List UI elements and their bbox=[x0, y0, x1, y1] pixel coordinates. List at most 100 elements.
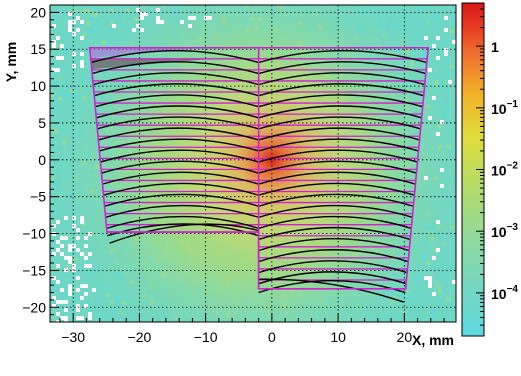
heatmap-bin bbox=[434, 13, 438, 17]
strip-curve bbox=[258, 182, 415, 196]
heatmap-bin bbox=[50, 17, 54, 21]
empty-bin bbox=[432, 256, 436, 260]
heatmap-bin bbox=[54, 309, 58, 313]
heatmap-bin bbox=[74, 257, 78, 261]
empty-bin bbox=[68, 12, 72, 16]
empty-bin bbox=[436, 36, 440, 40]
empty-bin bbox=[60, 288, 64, 292]
empty-bin bbox=[440, 120, 444, 124]
heatmap-bin bbox=[58, 97, 62, 101]
empty-bin bbox=[92, 288, 96, 292]
empty-bin bbox=[80, 216, 84, 220]
empty-bin bbox=[140, 16, 144, 20]
heatmap-bin bbox=[446, 297, 450, 301]
empty-bin bbox=[68, 292, 72, 296]
heatmap-bin bbox=[410, 297, 414, 301]
colorbar-tick-label: 1 bbox=[491, 39, 499, 55]
heatmap-bin bbox=[66, 281, 70, 285]
strip-curve bbox=[109, 223, 259, 244]
x-tick-label: −20 bbox=[128, 329, 152, 345]
empty-bin bbox=[84, 256, 88, 260]
empty-bin bbox=[64, 216, 68, 220]
empty-bin bbox=[80, 220, 84, 224]
heatmap-bin bbox=[50, 201, 54, 205]
x-tick-label: 10 bbox=[330, 329, 346, 345]
empty-bin bbox=[156, 16, 160, 20]
empty-bin bbox=[188, 16, 192, 20]
heatmap-bin bbox=[418, 21, 422, 25]
heatmap-bin bbox=[86, 9, 90, 13]
heatmap-bin bbox=[450, 225, 454, 229]
empty-bin bbox=[68, 288, 72, 292]
heatmap-bin bbox=[382, 17, 386, 21]
empty-bin bbox=[60, 236, 64, 240]
heatmap-bin bbox=[90, 17, 94, 21]
empty-bin bbox=[56, 320, 60, 322]
empty-bin bbox=[432, 292, 436, 296]
strip-curve bbox=[258, 127, 420, 141]
empty-bin bbox=[180, 20, 184, 24]
empty-bin bbox=[72, 224, 76, 228]
heatmap-bin bbox=[50, 93, 54, 97]
heatmap-bin bbox=[82, 9, 86, 13]
heatmap-bin bbox=[450, 13, 454, 17]
heatmap-bin bbox=[430, 313, 434, 317]
y-tick-label: −10 bbox=[22, 226, 46, 242]
strip-curve bbox=[94, 83, 259, 97]
x-axis: −30 −20 −10 0 10 20 bbox=[59, 313, 445, 345]
empty-bin bbox=[88, 264, 92, 268]
heatmap-bin bbox=[90, 297, 94, 301]
empty-bin bbox=[156, 8, 160, 12]
empty-bin bbox=[72, 52, 76, 56]
empty-bin bbox=[52, 296, 56, 300]
strip-curve bbox=[97, 116, 259, 130]
heatmap-bin bbox=[450, 37, 454, 41]
plot-frame bbox=[49, 4, 457, 323]
heatmap-bin bbox=[390, 13, 394, 17]
heatmap-bin bbox=[434, 69, 438, 73]
strip-curve bbox=[91, 61, 259, 75]
empty-bin bbox=[72, 244, 76, 248]
strip-curve bbox=[258, 138, 419, 152]
strip-curve bbox=[102, 171, 259, 185]
empty-bin bbox=[76, 28, 80, 32]
heatmap-bin bbox=[122, 313, 126, 317]
heatmap-bin bbox=[450, 69, 454, 73]
empty-bin bbox=[72, 32, 76, 36]
empty-bin bbox=[80, 284, 84, 288]
heatmap-bin bbox=[50, 317, 54, 321]
heatmap-bin bbox=[438, 289, 442, 293]
empty-bin bbox=[72, 264, 76, 268]
empty-bin bbox=[68, 28, 72, 32]
empty-bin bbox=[68, 256, 72, 260]
heatmap-bin bbox=[126, 9, 130, 13]
empty-bin bbox=[436, 220, 440, 224]
empty-bin bbox=[80, 20, 84, 24]
heatmap-bin bbox=[450, 29, 454, 33]
empty-bin bbox=[428, 276, 432, 280]
y-tick-label: −20 bbox=[22, 299, 46, 315]
empty-bin bbox=[56, 280, 60, 284]
strip-curve bbox=[258, 72, 425, 86]
empty-bin bbox=[136, 24, 140, 28]
strip-curve bbox=[258, 105, 422, 119]
heatmap-bin bbox=[110, 21, 114, 25]
heatmap-bin bbox=[74, 9, 78, 13]
empty-bin bbox=[440, 184, 444, 188]
empty-bin bbox=[444, 48, 448, 52]
empty-bin bbox=[64, 308, 68, 312]
heatmap-bin bbox=[82, 301, 86, 305]
empty-bin bbox=[56, 312, 60, 316]
empty-bin bbox=[144, 12, 148, 16]
empty-bin bbox=[68, 260, 72, 264]
heatmap-bin bbox=[446, 261, 450, 265]
heatmap-bin bbox=[82, 33, 86, 37]
empty-bin bbox=[56, 248, 60, 252]
strip-curve bbox=[99, 138, 259, 152]
empty-bin bbox=[72, 216, 76, 220]
empty-bin bbox=[76, 308, 80, 312]
heatmap-bin bbox=[418, 293, 422, 297]
colorbar-tick-label: 10−3 bbox=[491, 222, 518, 240]
empty-bin bbox=[68, 244, 72, 248]
heatmap-bin bbox=[78, 85, 82, 89]
